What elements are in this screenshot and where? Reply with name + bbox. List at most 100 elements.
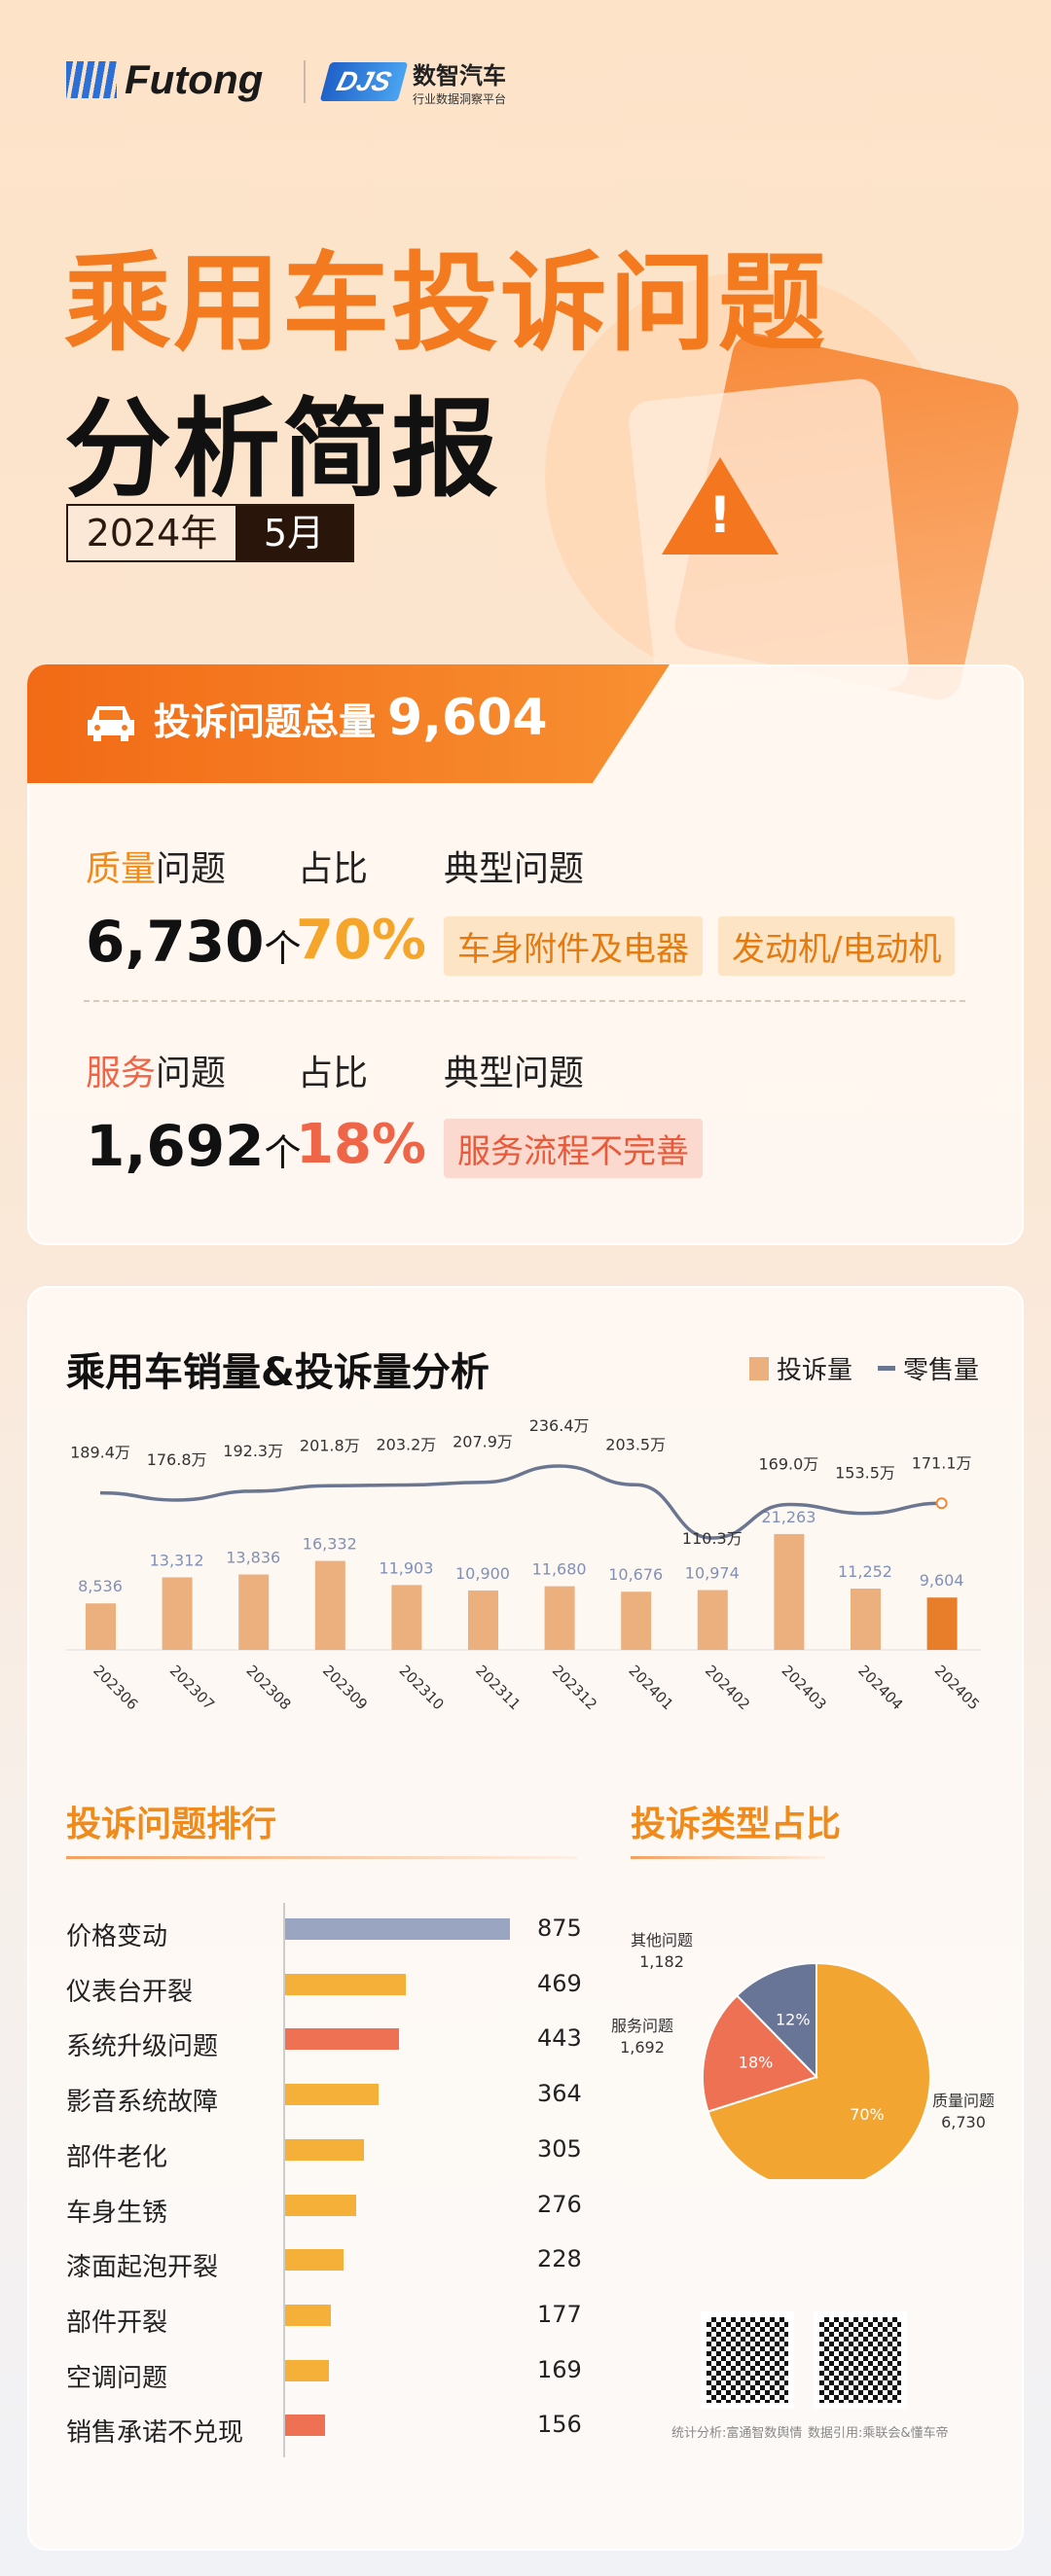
chart-legend: 投诉量 零售量 xyxy=(749,1350,979,1386)
brand2-sub: 行业数据洞察平台 xyxy=(413,92,507,106)
service-share-label: 占比 xyxy=(298,1054,369,1093)
quality-label: 质量问题 xyxy=(86,841,226,891)
x-tick-label: 202405 xyxy=(931,1662,983,1713)
ranking-value: 305 xyxy=(537,2134,582,2163)
bar xyxy=(621,1592,652,1650)
quality-tag: 发动机/电动机 xyxy=(718,916,956,976)
ranking-underline xyxy=(66,1856,577,1859)
bar-label: 11,903 xyxy=(379,1558,433,1577)
line-label: 203.5万 xyxy=(605,1435,666,1453)
service-count: 1,692个 xyxy=(86,1113,301,1179)
bar xyxy=(238,1574,270,1650)
bar-label: 10,974 xyxy=(685,1564,740,1583)
pie-value-label: 1,182 xyxy=(639,1952,684,1971)
shuzhi-logo: DJS 数智汽车 行业数据洞察平台 xyxy=(319,56,507,107)
legend-bar-label: 投诉量 xyxy=(777,1356,853,1385)
quality-count: 6,730个 xyxy=(86,909,301,975)
pie-pct-label: 18% xyxy=(739,2053,774,2071)
ranking-bar xyxy=(285,2249,344,2272)
quality-share-label: 占比 xyxy=(298,849,369,889)
bar-label: 21,263 xyxy=(761,1508,815,1526)
ranking-label: 部件老化 xyxy=(66,2142,168,2172)
ranking-value: 276 xyxy=(537,2190,582,2218)
ranking-bar xyxy=(285,2084,380,2106)
caption-source: 数据引用:乘联会&懂车帝 xyxy=(808,2426,949,2441)
page-subtitle: 分析简报 xyxy=(64,387,500,512)
legend-line-swatch xyxy=(878,1366,896,1371)
pie-name-label: 服务问题 xyxy=(611,2017,673,2035)
bar xyxy=(774,1533,805,1650)
pie-value-label: 1,692 xyxy=(620,2038,665,2057)
ranking-bar xyxy=(285,2028,399,2051)
caption-analysis: 统计分析:富通智数舆情 xyxy=(671,2426,803,2441)
quality-typical-label: 典型问题 xyxy=(444,849,585,889)
bar xyxy=(544,1586,575,1650)
line-label: 171.1万 xyxy=(912,1453,972,1472)
x-tick-label: 202401 xyxy=(625,1662,676,1713)
ranking-label: 漆面起泡开裂 xyxy=(66,2253,219,2283)
total-value: 9,604 xyxy=(387,689,548,747)
exclamation-icon: ! xyxy=(708,486,732,545)
report-month: 5月 xyxy=(236,506,352,560)
ranking-value: 875 xyxy=(537,1914,582,1942)
service-count-value: 1,692 xyxy=(86,1113,265,1179)
ranking-title: 投诉问题排行 xyxy=(66,1805,277,1844)
quality-label-hl: 质量 xyxy=(86,849,157,889)
line-label: 192.3万 xyxy=(223,1442,283,1460)
bar xyxy=(697,1590,728,1650)
x-tick-label: 202402 xyxy=(702,1662,753,1713)
ranking-value: 228 xyxy=(537,2245,582,2273)
line-label: 153.5万 xyxy=(835,1464,895,1483)
pie-underline xyxy=(631,1856,825,1859)
bar xyxy=(314,1560,345,1650)
service-typical-label: 典型问题 xyxy=(444,1054,585,1093)
ranking-bar xyxy=(285,1973,406,1995)
report-date: 2024年 5月 xyxy=(66,504,354,562)
ranking-label: 部件开裂 xyxy=(66,2308,168,2338)
ranking-bar xyxy=(285,1918,510,1940)
report-year: 2024年 xyxy=(68,506,236,560)
bar-label: 8,536 xyxy=(78,1577,123,1595)
bar-label: 13,836 xyxy=(226,1549,280,1567)
ranking-label: 空调问题 xyxy=(66,2363,168,2393)
bar xyxy=(926,1597,958,1650)
service-count-unit: 个 xyxy=(264,1131,302,1174)
warning-triangle-icon xyxy=(662,457,779,555)
line-label: 176.8万 xyxy=(147,1450,207,1469)
ranking-bar xyxy=(285,2138,364,2161)
ranking-label: 系统升级问题 xyxy=(66,2032,219,2062)
quality-tag: 车身附件及电器 xyxy=(444,916,703,976)
ranking-bar xyxy=(285,2359,329,2381)
quality-count-unit: 个 xyxy=(264,927,302,970)
qr-code-dongchedi[interactable] xyxy=(814,2311,907,2409)
shuzhi-logo-mark: DJS xyxy=(319,62,409,101)
page-title: 乘用车投诉问题 xyxy=(64,241,827,366)
complaint-type-pie: 70% 18% 12% 质量问题 6,730 服务问题 1,692 其他问题 1,182 xyxy=(611,1931,995,2179)
x-tick-label: 202309 xyxy=(319,1662,371,1713)
line-point xyxy=(935,1497,948,1510)
ranking-value: 169 xyxy=(537,2355,582,2383)
bar xyxy=(162,1577,193,1650)
bar-label: 11,680 xyxy=(532,1560,587,1579)
legend-bar-swatch xyxy=(749,1356,769,1380)
x-tick-label: 202404 xyxy=(854,1662,906,1713)
ranking-axis xyxy=(283,1903,285,2457)
ranking-label: 影音系统故障 xyxy=(66,2088,219,2118)
total-label: 投诉问题总量 xyxy=(154,700,377,743)
pie-pct-label: 70% xyxy=(850,2105,885,2124)
bar-label: 9,604 xyxy=(920,1571,964,1590)
service-label-hl: 服务 xyxy=(86,1054,157,1093)
service-share: 18% xyxy=(296,1113,427,1176)
line-label: 169.0万 xyxy=(758,1455,818,1474)
ranking-value: 443 xyxy=(537,2024,582,2053)
analysis-card xyxy=(27,1286,1024,2551)
bar-label: 16,332 xyxy=(303,1535,357,1554)
bar xyxy=(86,1603,116,1650)
ranking-value: 177 xyxy=(537,2300,582,2328)
total-complaints: 投诉问题总量 9,604 xyxy=(154,689,548,747)
bar-label: 13,312 xyxy=(150,1551,204,1569)
ranking-label: 销售承诺不兑现 xyxy=(66,2418,244,2449)
qr-code-futong[interactable] xyxy=(701,2311,794,2409)
service-label-rest: 问题 xyxy=(156,1054,227,1093)
service-tag: 服务流程不完善 xyxy=(444,1119,703,1178)
